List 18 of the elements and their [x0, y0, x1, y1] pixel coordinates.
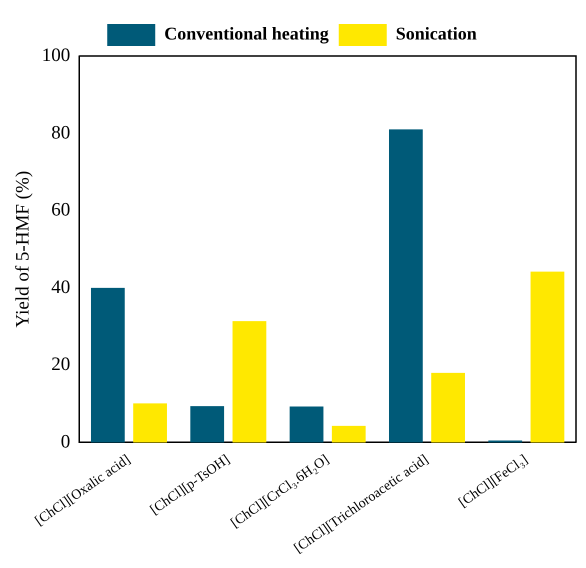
y-tick-label: 0 — [60, 431, 70, 452]
bar — [190, 406, 224, 442]
y-tick-label: 40 — [51, 276, 70, 298]
y-tick-label: 100 — [42, 44, 70, 66]
bar — [530, 272, 564, 442]
y-axis-title: Yield of 5-HMF (%) — [12, 170, 34, 328]
bar — [332, 426, 366, 442]
bar — [232, 321, 266, 442]
y-tick-label: 60 — [51, 200, 70, 221]
bar — [388, 129, 423, 442]
legend-label: Sonication — [396, 24, 477, 44]
y-tick-label: 20 — [51, 354, 70, 376]
bar — [290, 406, 324, 442]
y-tick-label: 80 — [51, 122, 70, 144]
bar — [431, 372, 465, 442]
bar — [90, 288, 125, 442]
bar — [133, 403, 167, 442]
legend-label: Conventional heating — [164, 24, 329, 44]
